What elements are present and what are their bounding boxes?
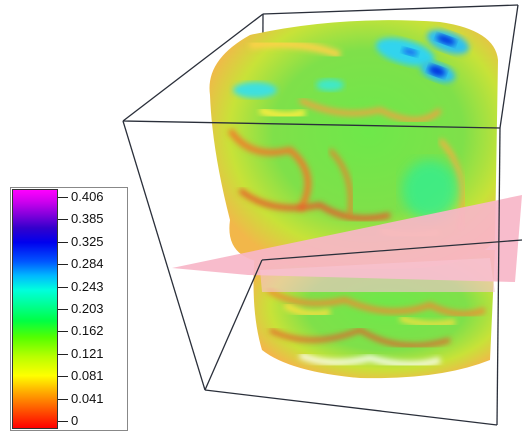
slice-plane — [172, 195, 522, 282]
colorbar-tick — [58, 219, 68, 221]
colorbar-tick-label: 0.203 — [71, 301, 104, 316]
bounding-box-front — [122, 4, 523, 426]
colorbar-tick-label: 0.081 — [71, 368, 104, 384]
colorbar-tick — [58, 264, 68, 266]
colorbar-tick — [58, 421, 68, 422]
colorbar-tick — [58, 376, 68, 378]
colorbar — [12, 189, 58, 429]
colorbar-tick-label: 0.325 — [71, 233, 104, 249]
colorbar-tick-label: 0 — [71, 413, 79, 428]
colorbar-tick-label: 0.406 — [71, 189, 104, 204]
colorbar-tick-label: 0.162 — [71, 323, 104, 339]
colorbar-tick — [58, 241, 68, 243]
colorbar-tick-label: 0.121 — [71, 345, 104, 361]
colorbar-tick-label: 0.243 — [71, 278, 104, 294]
colorbar-tick — [58, 197, 68, 198]
colorbar-tick-label: 0.385 — [71, 211, 104, 227]
colorbar-tick — [58, 353, 68, 355]
colorbar-tick — [58, 331, 68, 333]
volume-upper — [209, 20, 498, 270]
colorbar-tick — [58, 309, 68, 310]
colorbar-tick-label: 0.041 — [71, 390, 104, 406]
colorbar-tick — [58, 398, 68, 400]
colorbar-tick-label: 0.284 — [71, 256, 104, 272]
colorbar-tick — [58, 286, 68, 288]
